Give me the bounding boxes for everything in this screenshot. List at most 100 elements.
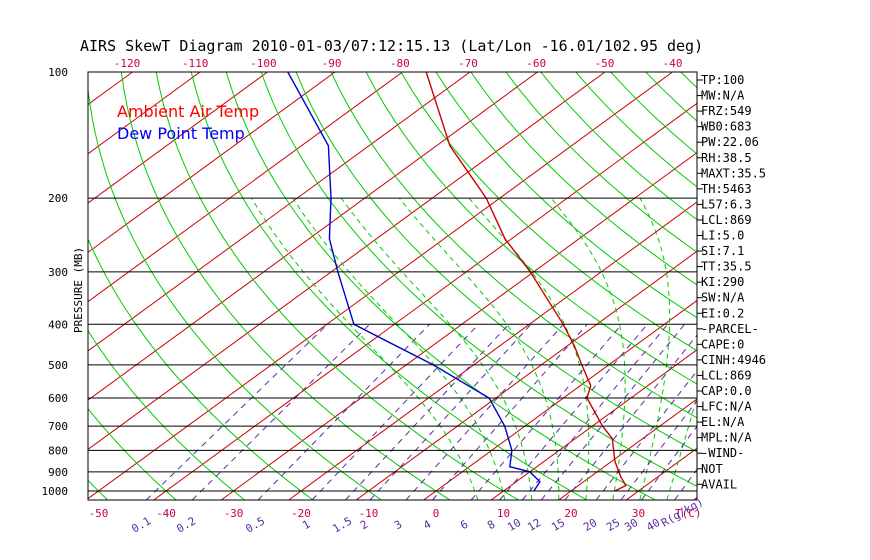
- isotherm-line: [88, 72, 403, 303]
- dry-adiabat-line: [330, 72, 697, 419]
- index-label: TT:35.5: [701, 260, 752, 274]
- bottom-tick-label: -10: [359, 507, 379, 520]
- top-tick-label: -120: [114, 57, 141, 70]
- pressure-gridlines: [88, 197, 697, 492]
- mixing-ratio-label: 1.5: [330, 514, 354, 535]
- top-tick-label: -40: [663, 57, 683, 70]
- mixing-ratio-line: [257, 323, 430, 500]
- dry-adiabat-line: [155, 72, 519, 500]
- dry-adiabat-line: [786, 72, 870, 500]
- mixing-ratio-label: 20: [581, 516, 599, 534]
- legend-dew-point-temp: Dew Point Temp: [117, 124, 245, 143]
- index-label: L57:6.3: [701, 197, 752, 211]
- dry-adiabat-line: [856, 72, 870, 500]
- bottom-tick-label: 30: [632, 507, 645, 520]
- mixing-ratio-line: [192, 323, 371, 500]
- isotherm-line: [761, 72, 870, 500]
- index-label: PW:22.06: [701, 135, 759, 149]
- pressure-tick-label: 700: [48, 420, 68, 433]
- index-label: SI:7.1: [701, 244, 744, 258]
- pressure-axis-ticks: 100 200 300 400 500 600 700 800 900 1000: [42, 66, 69, 498]
- mixing-ratio-label: 0.1: [129, 514, 153, 535]
- isotherm-line: [558, 398, 697, 500]
- bottom-tick-label: -20: [291, 507, 311, 520]
- dry-adiabat-line: [821, 72, 870, 500]
- isotherm-line: [88, 72, 673, 500]
- isotherm-line: [88, 72, 336, 253]
- index-label: MW:N/A: [701, 89, 745, 103]
- plot-frame: [87, 71, 698, 501]
- moist-adiabat-line: [251, 197, 479, 500]
- index-label: -PARCEL-: [701, 322, 759, 336]
- dry-adiabat-line: [260, 72, 697, 487]
- isotherm-line: [88, 72, 606, 451]
- index-label: NOT: [701, 462, 723, 476]
- mixing-ratio-line: [540, 323, 685, 500]
- x-axis-unit-label: T(C): [675, 507, 702, 520]
- isotherm-line: [153, 102, 697, 500]
- mixing-ratio-label: 6: [458, 518, 470, 533]
- bottom-tick-label: 20: [564, 507, 577, 520]
- dry-adiabat-line: [0, 72, 39, 500]
- dry-adiabat-line: [225, 72, 656, 500]
- mixing-ratio-line: [369, 323, 532, 500]
- dry-adiabat-line: [435, 72, 697, 319]
- top-tick-label: -90: [322, 57, 342, 70]
- index-label: TH:5463: [701, 182, 752, 196]
- legend-ambient-air-temp: Ambient Air Temp: [117, 102, 259, 121]
- moist-adiabat-line: [340, 197, 533, 500]
- mixing-ratio-line: [564, 334, 697, 500]
- index-label: EI:0.2: [701, 306, 744, 320]
- bottom-tick-label: -30: [224, 507, 244, 520]
- bottom-axis-ticks: -50 -40 -30 -20 -10 0 10 20 30: [89, 507, 646, 520]
- index-label: LCL:869: [701, 213, 752, 227]
- bottom-tick-label: 0: [433, 507, 440, 520]
- dry-adiabat-line: [751, 72, 870, 500]
- index-label: KI:290: [701, 275, 744, 289]
- mixing-ratio-line: [145, 323, 328, 500]
- top-tick-label: -110: [182, 57, 209, 70]
- mixing-ratio-label: 3: [392, 518, 404, 533]
- index-label: TP:100: [701, 73, 744, 87]
- y-axis-label: PRESSURE (MB): [72, 247, 85, 333]
- ambient-air-temp-line: [425, 72, 627, 492]
- isotherm-line: [221, 152, 697, 500]
- top-tick-label: -100: [250, 57, 277, 70]
- dry-adiabat-line: [88, 479, 108, 500]
- mixing-ratio-line: [311, 323, 479, 500]
- mixing-ratio-line: [674, 468, 697, 500]
- isotherm-line: [88, 72, 268, 204]
- index-label: RH:38.5: [701, 151, 752, 165]
- dry-adiabat-line: [88, 329, 245, 500]
- isotherm-line: [423, 299, 697, 500]
- bottom-tick-label: -50: [89, 507, 109, 520]
- pressure-tick-label: 1000: [42, 485, 69, 498]
- mixing-ratio-line: [470, 323, 623, 500]
- index-label: CINH:4946: [701, 353, 766, 367]
- bottom-tick-label: -40: [156, 507, 176, 520]
- mixing-ratio-labels: 0.1 0.2 0.5 1 1.5 2 3 4 6 8 10 12 15 20 25 30 40: [129, 514, 662, 535]
- pressure-tick-label: 800: [48, 444, 68, 457]
- mixing-ratio-label: 12: [525, 516, 543, 534]
- dry-adiabat-line: [190, 72, 587, 500]
- dry-adiabat-line: [88, 84, 382, 500]
- top-tick-label: -60: [526, 57, 546, 70]
- dry-adiabat-line: [400, 72, 697, 352]
- mixing-ratio-label: 15: [549, 516, 567, 534]
- mixing-ratio-line: [345, 323, 510, 500]
- pressure-tick-label: 100: [48, 66, 68, 79]
- pressure-tick-label: 300: [48, 266, 68, 279]
- index-label: WB0:683: [701, 120, 752, 134]
- isotherm-line: [491, 349, 697, 500]
- mixing-ratio-label: 0.5: [243, 514, 267, 535]
- pressure-tick-label: 600: [48, 392, 68, 405]
- isotherm-line: [288, 201, 697, 500]
- index-label: EL:N/A: [701, 415, 745, 429]
- index-label: MAXT:35.5: [701, 166, 766, 180]
- top-tick-label: -80: [390, 57, 410, 70]
- series-layer: [287, 72, 627, 492]
- mixing-ratio-label: 8: [485, 518, 497, 533]
- index-label: SW:N/A: [701, 291, 745, 305]
